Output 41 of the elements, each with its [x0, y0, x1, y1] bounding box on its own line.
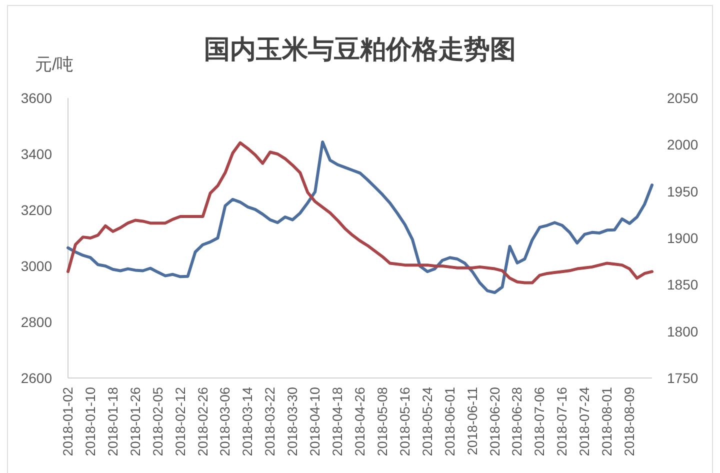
x-tick: 2018-01-26	[128, 387, 143, 456]
title: 国内玉米与豆粕价格走势图	[204, 34, 516, 64]
x-tick: 2018-03-06	[218, 387, 233, 456]
y-tick: 3600	[20, 90, 52, 106]
y-tick: 2600	[20, 370, 52, 386]
x-tick: 2018-04-26	[352, 387, 368, 456]
y-tick: 2800	[20, 314, 52, 330]
y2-tick: 1750	[667, 370, 698, 386]
x-tick: 2018-05-16	[397, 387, 412, 456]
x-tick: 2018-02-12	[172, 387, 188, 456]
y2-tick: 1900	[667, 230, 698, 246]
y2-tick: 1800	[667, 323, 698, 340]
x-tick: 2018-06-28	[510, 387, 525, 456]
x-tick: 2018-03-30	[285, 387, 300, 456]
x-tick: 2018-01-18	[105, 387, 120, 456]
y2-tick: 2050	[667, 90, 698, 106]
x-tick: 2018-05-08	[374, 387, 390, 456]
y2-tick: 2000	[667, 136, 698, 153]
x-tick: 2018-08-09	[622, 387, 638, 456]
y2-tick: 1950	[667, 183, 698, 200]
x-tick: 2018-01-02	[60, 387, 76, 456]
x-tick: 2018-06-11	[464, 387, 480, 456]
y-tick: 3400	[20, 146, 52, 162]
x-tick: 2018-04-18	[330, 387, 346, 456]
x-tick: 2018-05-24	[420, 387, 435, 456]
x-tick: 2018-04-10	[308, 387, 323, 456]
x-tick: 2018-08-01	[600, 387, 615, 456]
x-tick: 2018-06-01	[442, 387, 458, 456]
y-tick: 3000	[20, 258, 52, 274]
ylabel: 元/吨	[35, 55, 74, 74]
x-tick: 2018-03-14	[240, 387, 256, 456]
x-tick: 2018-02-05	[150, 387, 166, 456]
y2-tick: 1850	[667, 276, 698, 293]
x-tick: 2018-02-26	[195, 387, 210, 456]
x-tick: 2018-01-10	[82, 387, 98, 456]
x-tick: 2018-06-20	[487, 387, 502, 456]
x-tick: 2018-07-06	[532, 387, 548, 456]
x-tick: 2018-03-22	[262, 387, 278, 456]
x-tick: 2018-07-16	[554, 387, 570, 456]
y-tick: 3200	[20, 202, 52, 218]
x-tick: 2018-07-24	[577, 387, 592, 456]
